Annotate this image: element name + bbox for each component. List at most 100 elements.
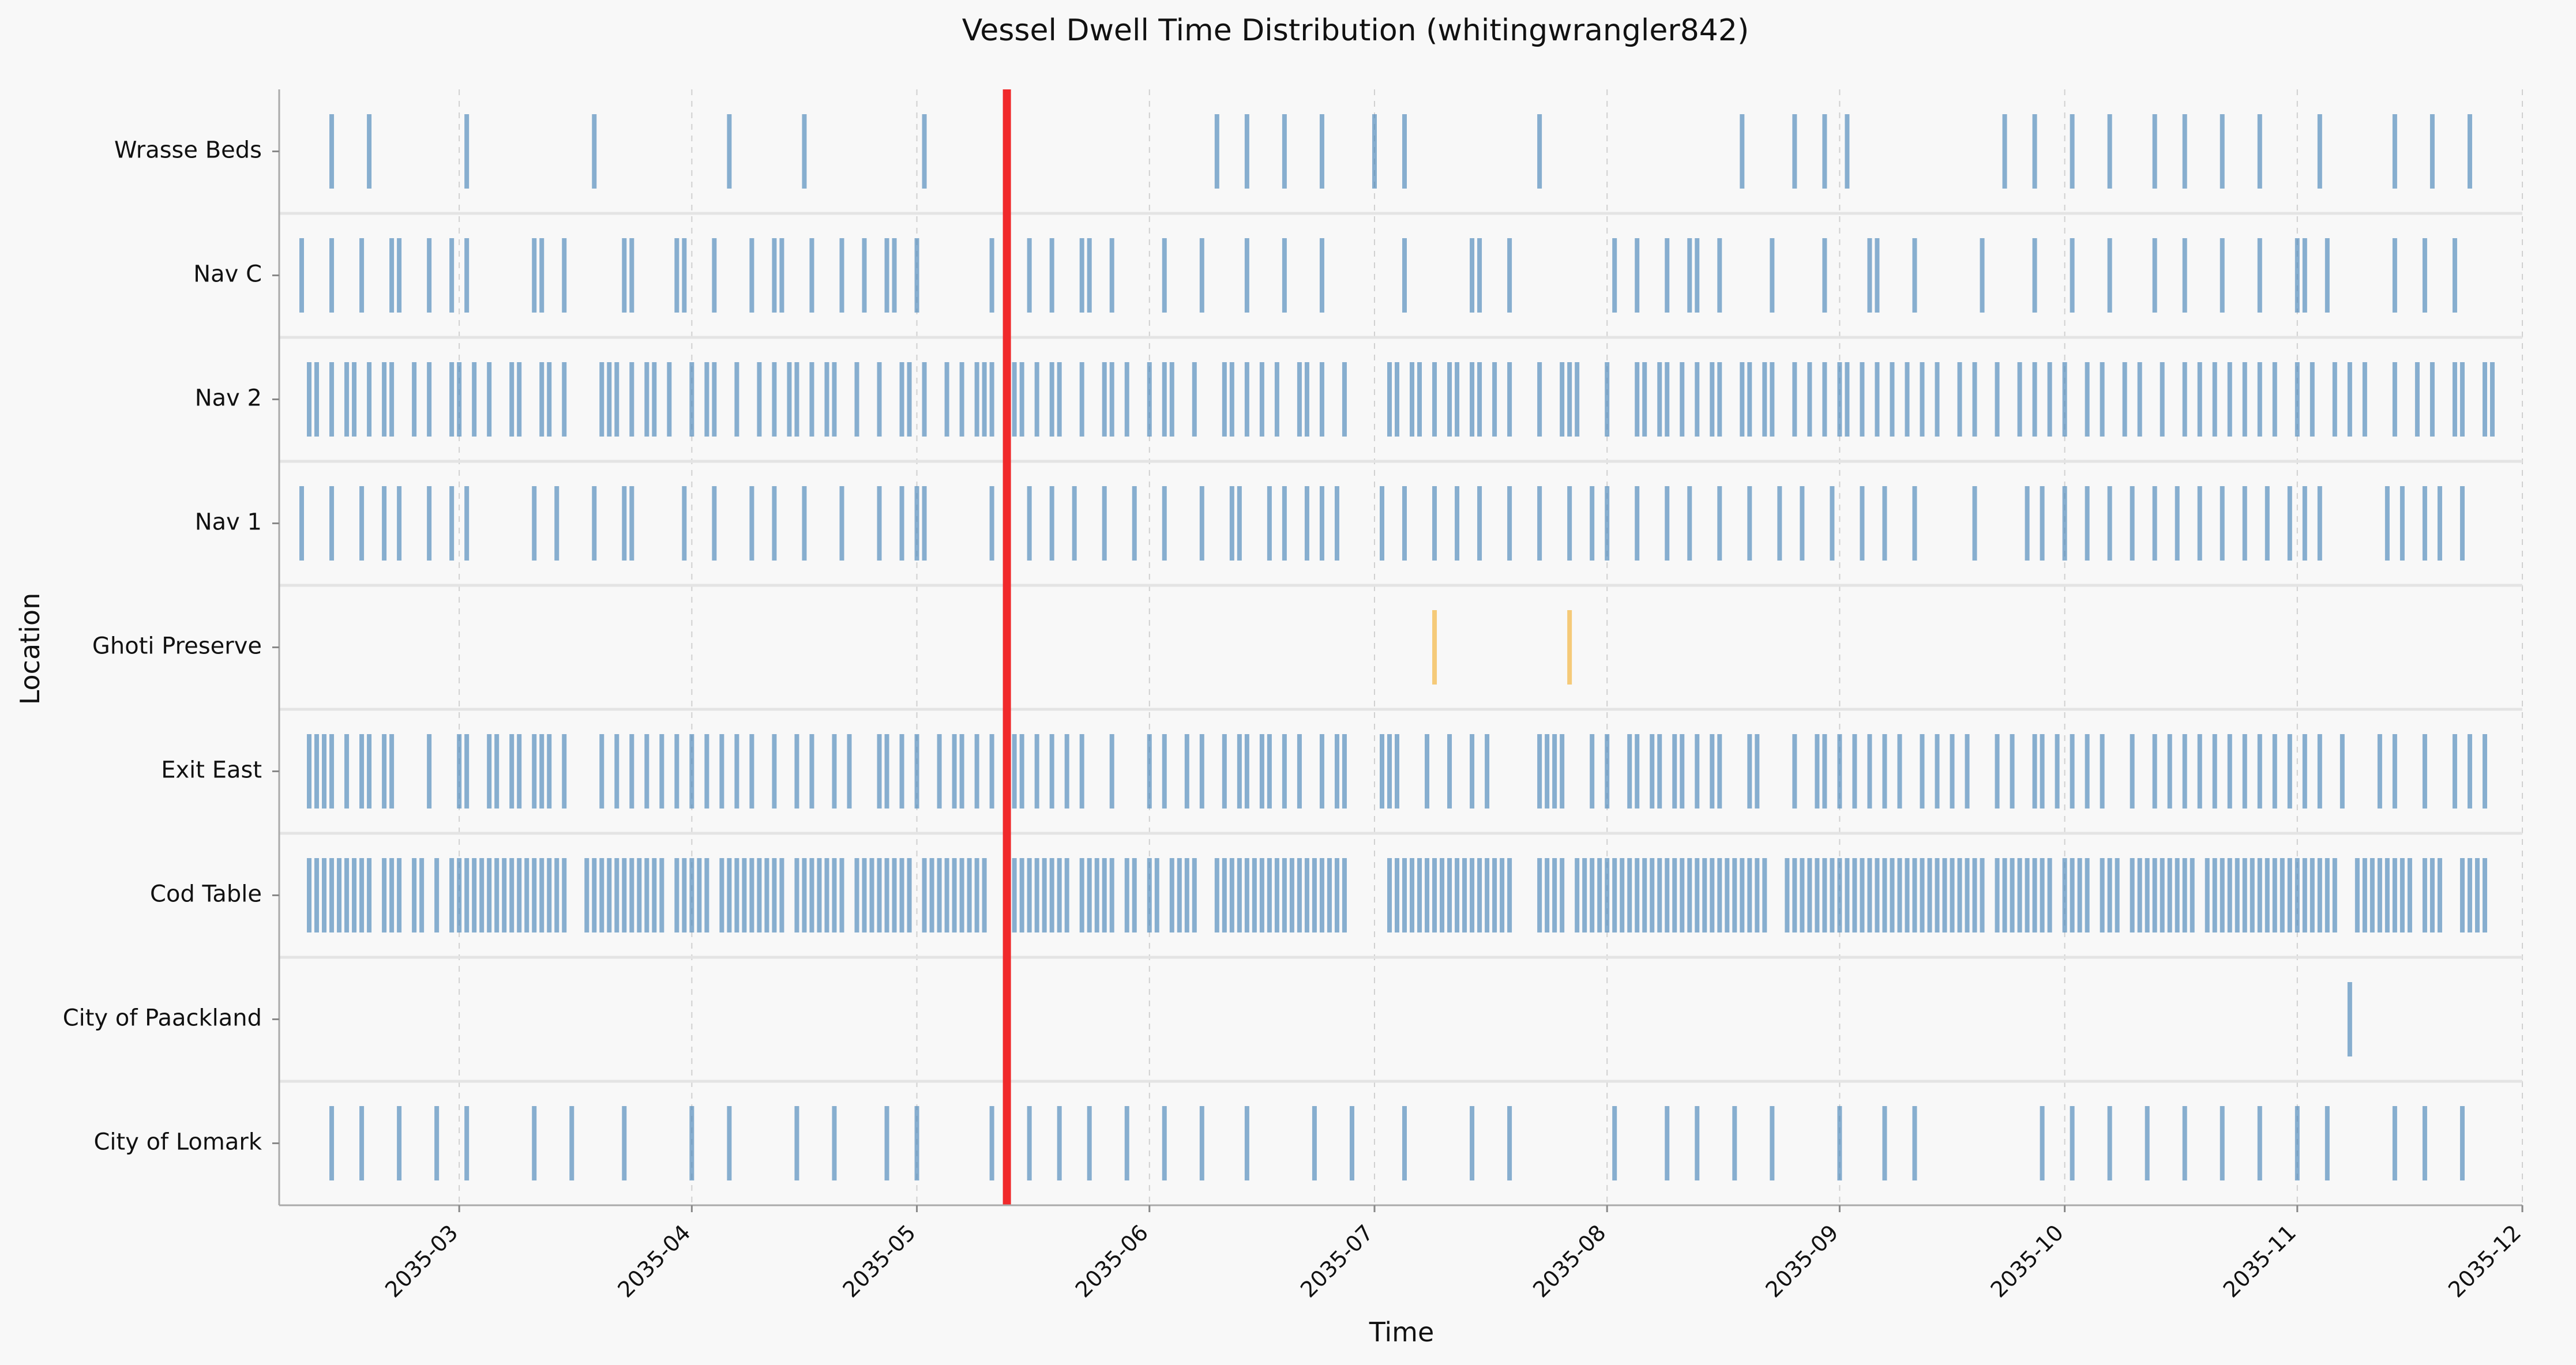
- event-mark: [1800, 858, 1805, 932]
- event-mark: [1394, 858, 1399, 932]
- event-mark: [727, 1106, 732, 1180]
- event-mark: [1394, 362, 1399, 437]
- event-series: [329, 114, 2472, 189]
- event-mark: [1425, 734, 1430, 809]
- event-mark: [1755, 734, 1760, 809]
- event-mark: [2392, 362, 2397, 437]
- event-mark: [1470, 734, 1475, 809]
- event-mark: [464, 734, 470, 809]
- event-mark: [892, 238, 897, 313]
- event-mark: [1867, 734, 1872, 809]
- event-mark: [1289, 858, 1294, 932]
- event-mark: [2197, 734, 2202, 809]
- event-mark: [1732, 1106, 1737, 1180]
- event-mark: [802, 858, 807, 932]
- event-mark: [682, 858, 687, 932]
- event-mark: [2422, 238, 2427, 313]
- event-mark: [974, 858, 979, 932]
- event-mark: [1259, 362, 1264, 437]
- event-mark: [2070, 734, 2075, 809]
- event-mark: [989, 1106, 994, 1180]
- event-mark: [1935, 362, 1940, 437]
- event-mark: [1740, 362, 1745, 437]
- event-mark: [1792, 734, 1797, 809]
- event-mark: [1815, 734, 1820, 809]
- event-mark: [2392, 238, 2397, 313]
- event-mark: [2182, 114, 2187, 189]
- event-mark: [487, 734, 492, 809]
- event-mark: [952, 734, 957, 809]
- event-mark: [719, 858, 724, 932]
- event-mark: [2422, 734, 2427, 809]
- event-mark: [2392, 114, 2397, 189]
- event-mark: [2429, 858, 2435, 932]
- event-mark: [359, 858, 365, 932]
- event-mark: [2310, 362, 2315, 437]
- event-mark: [2100, 734, 2105, 809]
- event-mark: [1890, 858, 1895, 932]
- event-mark: [1860, 362, 1865, 437]
- event-mark: [2160, 858, 2165, 932]
- event-mark: [2257, 238, 2262, 313]
- event-mark: [2175, 858, 2180, 932]
- event-mark: [1417, 362, 1422, 437]
- event-mark: [2317, 486, 2322, 561]
- event-mark: [1387, 362, 1392, 437]
- event-mark: [1507, 486, 1512, 561]
- event-mark: [1455, 486, 1460, 561]
- event-mark: [884, 858, 889, 932]
- event-mark: [337, 858, 342, 932]
- event-mark: [1845, 362, 1850, 437]
- event-mark: [659, 734, 664, 809]
- event-mark: [877, 734, 882, 809]
- event-mark: [1687, 858, 1692, 932]
- event-mark: [509, 362, 515, 437]
- y-tick-label: Ghoti Preserve: [92, 633, 262, 660]
- event-mark: [1695, 1106, 1700, 1180]
- event-mark: [689, 734, 694, 809]
- event-mark: [1665, 1106, 1670, 1180]
- event-mark: [2257, 362, 2262, 437]
- event-mark: [1642, 362, 1647, 437]
- event-mark: [2257, 114, 2262, 189]
- event-mark: [1049, 734, 1054, 809]
- event-mark: [1087, 238, 1092, 313]
- event-mark: [1935, 734, 1940, 809]
- event-mark: [1402, 114, 1407, 189]
- event-mark: [1605, 362, 1610, 437]
- y-axis-label: Location: [14, 593, 46, 705]
- event-mark: [1860, 858, 1865, 932]
- event-mark: [1980, 238, 1985, 313]
- event-mark: [1837, 362, 1842, 437]
- event-mark: [2032, 238, 2037, 313]
- event-mark: [1319, 734, 1324, 809]
- event-mark: [2085, 362, 2090, 437]
- event-mark: [322, 858, 327, 932]
- event-mark: [1244, 1106, 1249, 1180]
- event-mark: [644, 734, 649, 809]
- event-mark: [329, 1106, 335, 1180]
- event-mark: [682, 238, 687, 313]
- event-mark: [2047, 362, 2052, 437]
- event-mark: [1635, 858, 1640, 932]
- event-mark: [1702, 858, 1707, 932]
- event-mark: [1822, 238, 1827, 313]
- event-mark: [1027, 238, 1032, 313]
- event-mark: [1537, 362, 1542, 437]
- event-mark: [2130, 858, 2135, 932]
- event-mark: [674, 858, 679, 932]
- event-mark: [1537, 114, 1542, 189]
- event-mark: [1860, 486, 1865, 561]
- event-mark: [1267, 486, 1272, 561]
- event-mark: [697, 858, 702, 932]
- event-mark: [2317, 114, 2322, 189]
- event-mark: [1432, 858, 1437, 932]
- event-mark: [922, 362, 927, 437]
- event-mark: [1297, 362, 1302, 437]
- event-mark: [1425, 858, 1430, 932]
- event-mark: [2482, 858, 2487, 932]
- event-mark: [1635, 362, 1640, 437]
- event-mark: [539, 362, 545, 437]
- event-mark: [2302, 734, 2307, 809]
